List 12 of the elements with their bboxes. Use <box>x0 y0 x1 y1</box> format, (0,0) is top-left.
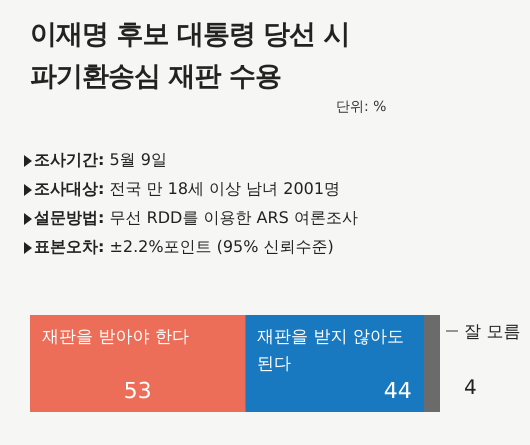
data-label: 53 <box>124 379 152 404</box>
series-label: 재판을 받아야 한다 <box>42 327 189 347</box>
text: 표본오차: ±2.2%포인트 (95% 신뢰수준) <box>34 237 334 258</box>
chart-title: 이재명 후보 대통령 당선 시 파기환송심 재판 수용 <box>30 18 350 94</box>
chart-subtitle: 단위: % <box>336 98 386 116</box>
text: 조사기간: 5월 9일 <box>34 150 167 171</box>
series-label: 잘 모름 <box>464 322 520 342</box>
data-label: 44 <box>384 379 412 404</box>
data-label: 4 <box>464 375 477 399</box>
text: 설문방법: 무선 RDD를 이용한 ARS 여론조사 <box>34 208 358 229</box>
text: 조사대상: 전국 만 18세 이상 남녀 2001명 <box>34 179 340 200</box>
series-label: 재판을 받지 않아도 된다 <box>257 327 404 374</box>
